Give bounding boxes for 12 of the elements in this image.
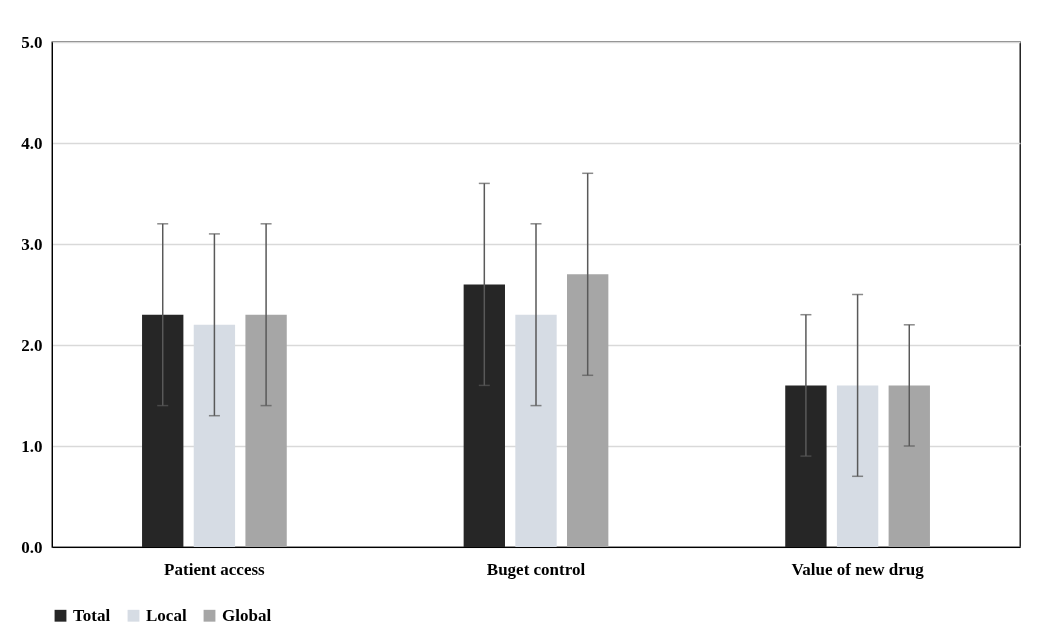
y-tick-label: 1.0 [21, 436, 43, 456]
legend-label: Local [146, 605, 187, 625]
y-tick-label: 5.0 [21, 32, 43, 52]
y-tick-label: 2.0 [21, 335, 43, 355]
x-tick-label: Patient access [164, 559, 266, 579]
x-tick-label: Buget control [486, 559, 586, 579]
y-tick-label: 4.0 [21, 133, 43, 153]
y-tick-label: 3.0 [21, 234, 43, 254]
legend-label: Global [222, 605, 272, 625]
y-tick-label: 0.0 [21, 537, 43, 557]
legend-label: Total [73, 605, 111, 625]
x-tick-label: Value of new drug [791, 559, 925, 579]
